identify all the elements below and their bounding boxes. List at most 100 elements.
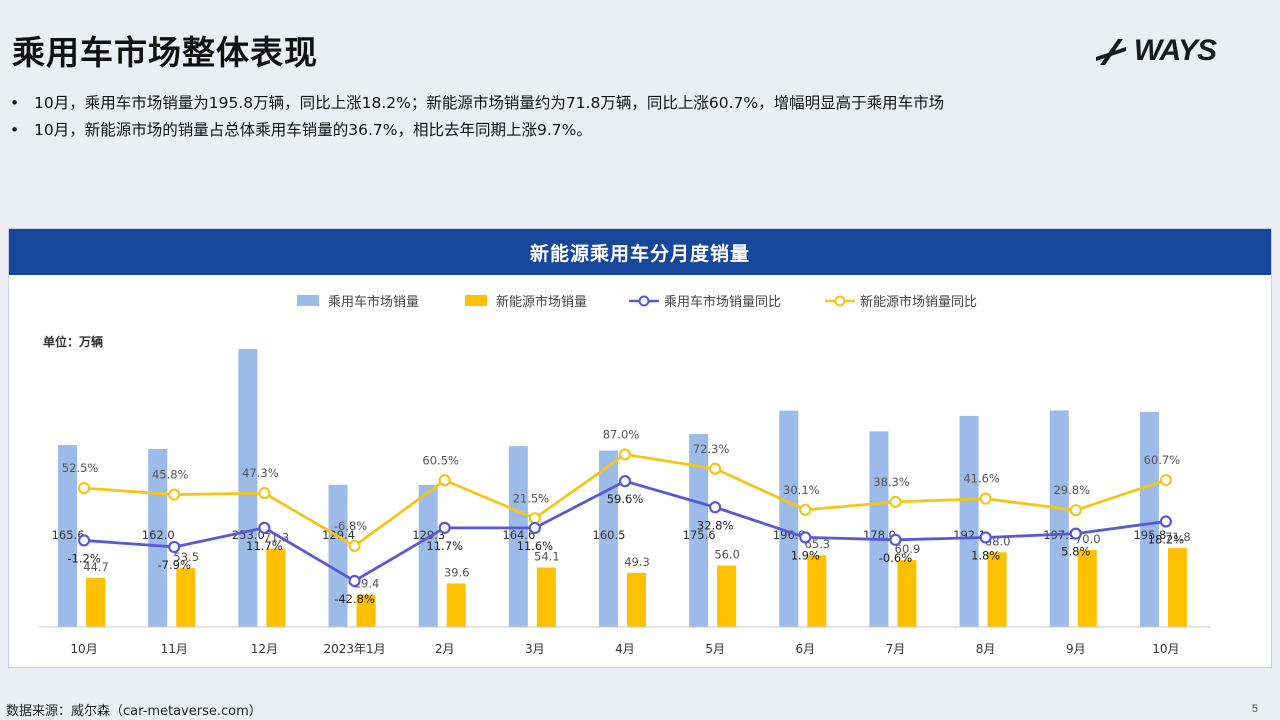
summary-bullet: • 10月，新能源市场的销量占总体乘用车销量的36.7%，相比去年同期上涨9.7%… xyxy=(10,117,1210,144)
nev-sales-bar xyxy=(627,572,646,627)
nev-sales-bar xyxy=(807,555,827,627)
summary-bullet-text: 10月，新能源市场的销量占总体乘用车销量的36.7%，相比去年同期上涨9.7%。 xyxy=(34,121,592,139)
x-tick-label: 7月 xyxy=(886,642,906,656)
nev-yoy-label: 72.3% xyxy=(693,442,730,456)
passenger-sales-bar xyxy=(779,410,799,627)
nev-sales-bar xyxy=(266,548,286,627)
passenger-sales-label: 160.5 xyxy=(593,528,626,542)
nev-sales-label: 65.3 xyxy=(805,537,831,551)
passenger-sales-bar xyxy=(1049,410,1069,627)
nev-yoy-point xyxy=(77,481,91,495)
nev-yoy-point xyxy=(168,488,181,501)
legend-swatch xyxy=(465,295,487,306)
x-tick-label: 3月 xyxy=(525,642,545,656)
summary-bullet-text: 10月，乘用车市场销量为195.8万辆，同比上涨18.2%；新能源市场销量约为7… xyxy=(34,94,945,112)
passenger-yoy-point xyxy=(258,521,271,534)
x-tick-label: 9月 xyxy=(1066,642,1086,656)
nev-sales-label: 49.3 xyxy=(624,555,650,569)
passenger-sales-bar xyxy=(58,445,78,627)
x-tick-label: 4月 xyxy=(615,642,635,656)
nev-yoy-label: 47.3% xyxy=(242,466,279,480)
summary-bullets: • 10月，乘用车市场销量为195.8万辆，同比上涨18.2%；新能源市场销量约为… xyxy=(10,90,1210,144)
ways-logo-text: WAYS xyxy=(1133,34,1217,67)
nev-yoy-label: 29.8% xyxy=(1053,483,1090,497)
chart-panel: 新能源乘用车分月度销量 单位：万辆 乘用车市场销量 新能源市场销量 乘用车市场销量同比… xyxy=(8,228,1272,668)
passenger-yoy-label: 32.8% xyxy=(697,518,734,532)
legend-label: 新能源市场销量同比 xyxy=(860,294,977,310)
passenger-sales-bar xyxy=(328,484,348,627)
passenger-yoy-label: -7.9% xyxy=(158,558,191,572)
nev-yoy-point xyxy=(979,492,992,505)
nev-sales-label: 60.9 xyxy=(895,542,921,556)
nev-sales-label: 56.0 xyxy=(714,547,740,561)
passenger-sales-bar xyxy=(1139,411,1159,627)
chart-title: 新能源乘用车分月度销量 xyxy=(9,229,1271,275)
passenger-sales-bar xyxy=(238,349,258,627)
passenger-yoy-point xyxy=(799,531,812,544)
passenger-yoy-point xyxy=(979,531,992,544)
nev-sales-bar xyxy=(356,594,376,627)
passenger-yoy-point xyxy=(438,521,451,534)
passenger-sales-bar xyxy=(689,434,709,627)
nev-yoy-point xyxy=(1159,473,1173,487)
passenger-yoy-label: 11.6% xyxy=(517,539,554,553)
nev-sales-label: 44.7 xyxy=(83,560,109,574)
nev-yoy-label: -6.8% xyxy=(334,519,367,533)
nev-sales-bar xyxy=(1167,548,1187,627)
legend-swatch xyxy=(297,295,319,306)
passenger-sales-label: 195.8 xyxy=(1133,528,1166,542)
passenger-yoy-label: 18.2% xyxy=(1148,533,1185,547)
nev-sales-bar xyxy=(897,560,917,627)
nev-yoy-label: 41.6% xyxy=(963,472,1000,486)
passenger-yoy-point xyxy=(528,521,541,535)
passenger-sales-bar xyxy=(599,450,618,627)
legend-label: 乘用车市场销量同比 xyxy=(664,294,781,310)
nev-yoy-label: 38.3% xyxy=(873,475,910,489)
nev-yoy-point xyxy=(618,448,632,461)
nev-yoy-point xyxy=(258,487,271,500)
monthly-sales-chart: 单位：万辆 乘用车市场销量 新能源市场销量 乘用车市场销量同比 新能源市场销量同比 165… xyxy=(39,294,1211,656)
page-number: 5 xyxy=(1251,703,1258,715)
nev-sales-bar xyxy=(86,577,106,627)
nev-sales-bar xyxy=(1077,550,1097,627)
passenger-yoy-label: -42.8% xyxy=(334,592,375,606)
passenger-yoy-label: -1.2% xyxy=(67,551,100,565)
nev-yoy-point xyxy=(1069,504,1082,517)
x-tick-label: 2月 xyxy=(435,642,455,656)
passenger-yoy-label: 1.8% xyxy=(971,548,1000,562)
passenger-yoy-label: 59.6% xyxy=(607,492,644,506)
passenger-sales-label: 162.0 xyxy=(142,528,175,542)
passenger-yoy-label: 5.8% xyxy=(1061,545,1090,559)
passenger-sales-label: 164.6 xyxy=(502,528,535,542)
nev-sales-bar xyxy=(717,565,737,627)
nev-yoy-point xyxy=(438,474,451,487)
legend-marker xyxy=(638,295,650,307)
nev-yoy-point xyxy=(709,462,722,475)
page-title: 乘用车市场整体表现 xyxy=(12,33,318,72)
nev-yoy-label: 60.7% xyxy=(1144,453,1181,467)
passenger-yoy-point xyxy=(1159,515,1173,528)
passenger-yoy-point xyxy=(889,533,902,546)
nev-sales-label: 53.5 xyxy=(173,550,199,564)
passenger-sales-bar xyxy=(959,415,979,627)
nev-sales-bar xyxy=(176,568,196,627)
passenger-yoy-point xyxy=(168,540,181,554)
nev-yoy-label: 87.0% xyxy=(603,427,640,441)
nev-sales-label: 71.3 xyxy=(264,531,290,545)
passenger-yoy-label: 1.9% xyxy=(791,548,820,562)
x-tick-label: 10月 xyxy=(70,642,97,656)
summary-bullet: • 10月，乘用车市场销量为195.8万辆，同比上涨18.2%；新能源市场销量约为… xyxy=(10,90,1210,117)
nev-sales-bar xyxy=(536,567,556,627)
passenger-yoy-label: 11.7% xyxy=(426,539,463,553)
nev-yoy-label: 52.5% xyxy=(62,461,99,475)
passenger-yoy-point xyxy=(77,534,91,547)
passenger-sales-label: 196.9 xyxy=(773,528,806,542)
legend-label: 新能源市场销量 xyxy=(496,294,587,310)
nev-sales-label: 54.1 xyxy=(534,550,560,564)
nev-sales-bar xyxy=(446,583,466,627)
nev-yoy-point xyxy=(889,495,902,509)
passenger-yoy-label: -0.6% xyxy=(879,551,912,565)
nev-yoy-label: 60.5% xyxy=(422,453,459,467)
legend-marker xyxy=(834,295,846,307)
nev-sales-bar xyxy=(987,552,1007,627)
